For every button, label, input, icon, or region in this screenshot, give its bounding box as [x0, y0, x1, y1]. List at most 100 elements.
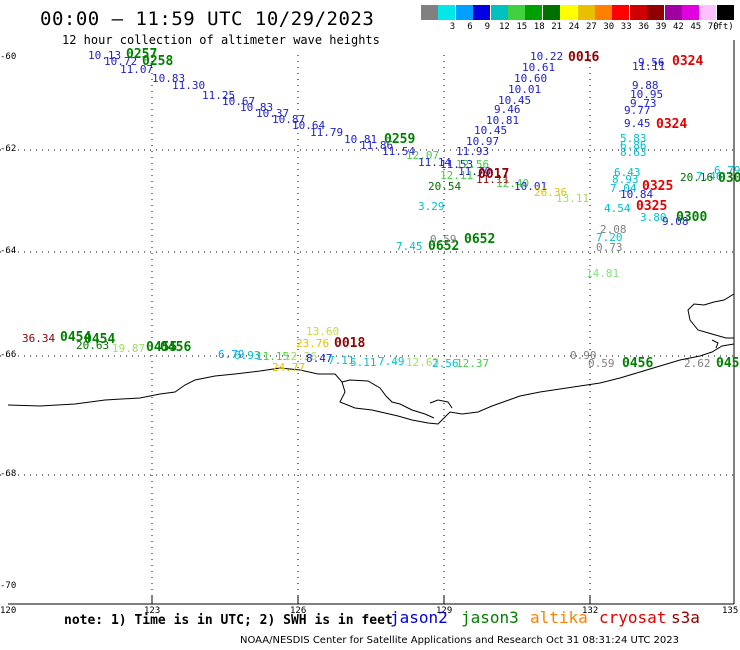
- legend-value: 6: [467, 22, 473, 32]
- wave-height-label: 7.46: [696, 170, 723, 183]
- wave-height-label: 7.45: [396, 240, 423, 253]
- wave-height-label: 2.56: [432, 357, 459, 370]
- wave-height-label: 9.56: [638, 56, 665, 69]
- wave-height-label: 9.46: [494, 103, 521, 116]
- satellite-name-altika: altika: [530, 608, 588, 627]
- legend-value: 33: [620, 22, 632, 32]
- wave-height-label: 5.11: [350, 356, 377, 369]
- wave-height-label: 10.83: [152, 72, 186, 85]
- wave-height-label: 0258: [142, 54, 174, 69]
- wave-height-label: 2.08: [600, 223, 627, 236]
- legend-swatch: [421, 5, 438, 20]
- legend-swatch: [716, 5, 734, 20]
- wave-height-label: 12.11: [440, 169, 474, 182]
- wave-height-label: 6.79: [714, 164, 740, 177]
- legend-swatch: [455, 5, 473, 20]
- lon-label: 120: [0, 606, 17, 616]
- wave-height-label: 6.86: [620, 139, 647, 152]
- lon-label: 135: [722, 606, 739, 616]
- wave-height-label: 10.83: [240, 101, 274, 114]
- wave-height-label: 10.01: [508, 83, 542, 96]
- legend-value: 36: [638, 22, 650, 32]
- legend-value: 21: [551, 22, 563, 32]
- wave-height-label: 0300: [676, 210, 708, 225]
- wave-height-label: 0018: [334, 336, 366, 351]
- wave-height-label: 20.63: [76, 339, 110, 352]
- legend-value: 45: [690, 22, 702, 32]
- lat-label: -62: [0, 144, 17, 154]
- wave-height-label: 11.93: [456, 145, 490, 158]
- wave-height-label: 0652: [428, 239, 460, 254]
- wave-height-label: 4.54: [604, 202, 631, 215]
- wave-height-label: 0454: [60, 330, 92, 345]
- lat-lon-grid: [0, 55, 734, 604]
- legend-value: 27: [586, 22, 597, 32]
- wave-height-label: 8.47: [306, 352, 333, 365]
- legend-swatch: [595, 5, 612, 20]
- wave-height-label: 0456: [160, 340, 192, 355]
- wave-height-label: 11.30: [172, 79, 206, 92]
- legend-swatch: [438, 5, 456, 20]
- wave-height-label: 030: [718, 171, 740, 186]
- wave-height-label: 0454: [84, 332, 116, 347]
- footer-note: note: 1) Time is in UTC; 2) SWH is in fe…: [64, 613, 393, 628]
- wave-height-label: 10.67: [222, 95, 256, 108]
- wave-height-label: 11.54: [382, 145, 416, 158]
- axis-ticks: [151, 596, 591, 604]
- wave-height-label: 11.14: [418, 156, 452, 169]
- satellite-name-cryosat: cryosat: [599, 608, 667, 627]
- wave-height-label: 6.79: [218, 348, 245, 361]
- legend-swatch: [508, 5, 525, 20]
- legend-swatch: [525, 5, 543, 20]
- wave-height-label: 8.93: [612, 173, 639, 186]
- legend-value: 3: [449, 22, 456, 32]
- wave-height-label: 10.61: [522, 61, 556, 74]
- wave-height-label: 045: [716, 356, 740, 371]
- lat-label: -66: [0, 350, 17, 360]
- wave-height-label: 0324: [656, 117, 688, 132]
- wave-height-label: 7.04: [610, 182, 637, 195]
- legend-swatch: [664, 5, 682, 20]
- wave-height-label: 14.81: [586, 267, 620, 280]
- lat-label: -68: [0, 469, 17, 479]
- wave-height-label: 9.45: [624, 117, 651, 130]
- wave-height-label: 10.87: [272, 113, 306, 126]
- legend-value: 15: [516, 22, 528, 32]
- wave-height-label: 23.76: [296, 337, 330, 350]
- wave-height-label: 10.60: [514, 72, 548, 85]
- legend-value: 24: [568, 22, 580, 32]
- wave-height-label: 10.45: [474, 124, 508, 137]
- wave-height-label: 0456: [622, 356, 654, 371]
- wave-height-label: 7.49: [378, 355, 405, 368]
- wave-height-label: 10.22: [530, 50, 564, 63]
- legend-value: 39: [655, 22, 667, 32]
- wave-height-label: 13.60: [306, 325, 340, 338]
- wave-height-label: 11.07: [120, 63, 154, 76]
- lon-label: 126: [290, 606, 307, 616]
- wave-height-label: 12.37: [456, 357, 490, 370]
- legend-value: 70: [707, 22, 719, 32]
- legend-value: 30: [603, 22, 615, 32]
- wave-height-label: 3.29: [418, 200, 445, 213]
- wave-height-label: 0.90: [570, 349, 597, 362]
- wave-height-label: 24.77: [272, 361, 306, 374]
- satellite-name-s3a: s3a: [671, 608, 700, 627]
- lat-label: -60: [0, 52, 17, 62]
- wave-height-label: 9.73: [630, 97, 657, 110]
- wave-height-label: 10.01: [514, 180, 548, 193]
- wave-height-label: 10.72: [104, 55, 138, 68]
- wave-height-label: 9.08: [662, 215, 689, 228]
- wave-height-label: 10.97: [466, 135, 500, 148]
- legend-swatch: [629, 5, 647, 20]
- antarctic-coastline: [7, 343, 735, 425]
- legend-swatch: [473, 5, 491, 20]
- coastline-small-bay: [429, 399, 453, 409]
- wave-height-label: 11.11: [476, 173, 510, 186]
- legend-swatch: [699, 5, 717, 20]
- coastline-inlet: [341, 379, 435, 419]
- footer-credit: NOAA/NESDIS Center for Satellite Applica…: [240, 635, 679, 646]
- wave-height-label: 6.43: [614, 166, 641, 179]
- wave-height-label: 12.63: [406, 356, 440, 369]
- wave-height-label: 0257: [126, 47, 158, 62]
